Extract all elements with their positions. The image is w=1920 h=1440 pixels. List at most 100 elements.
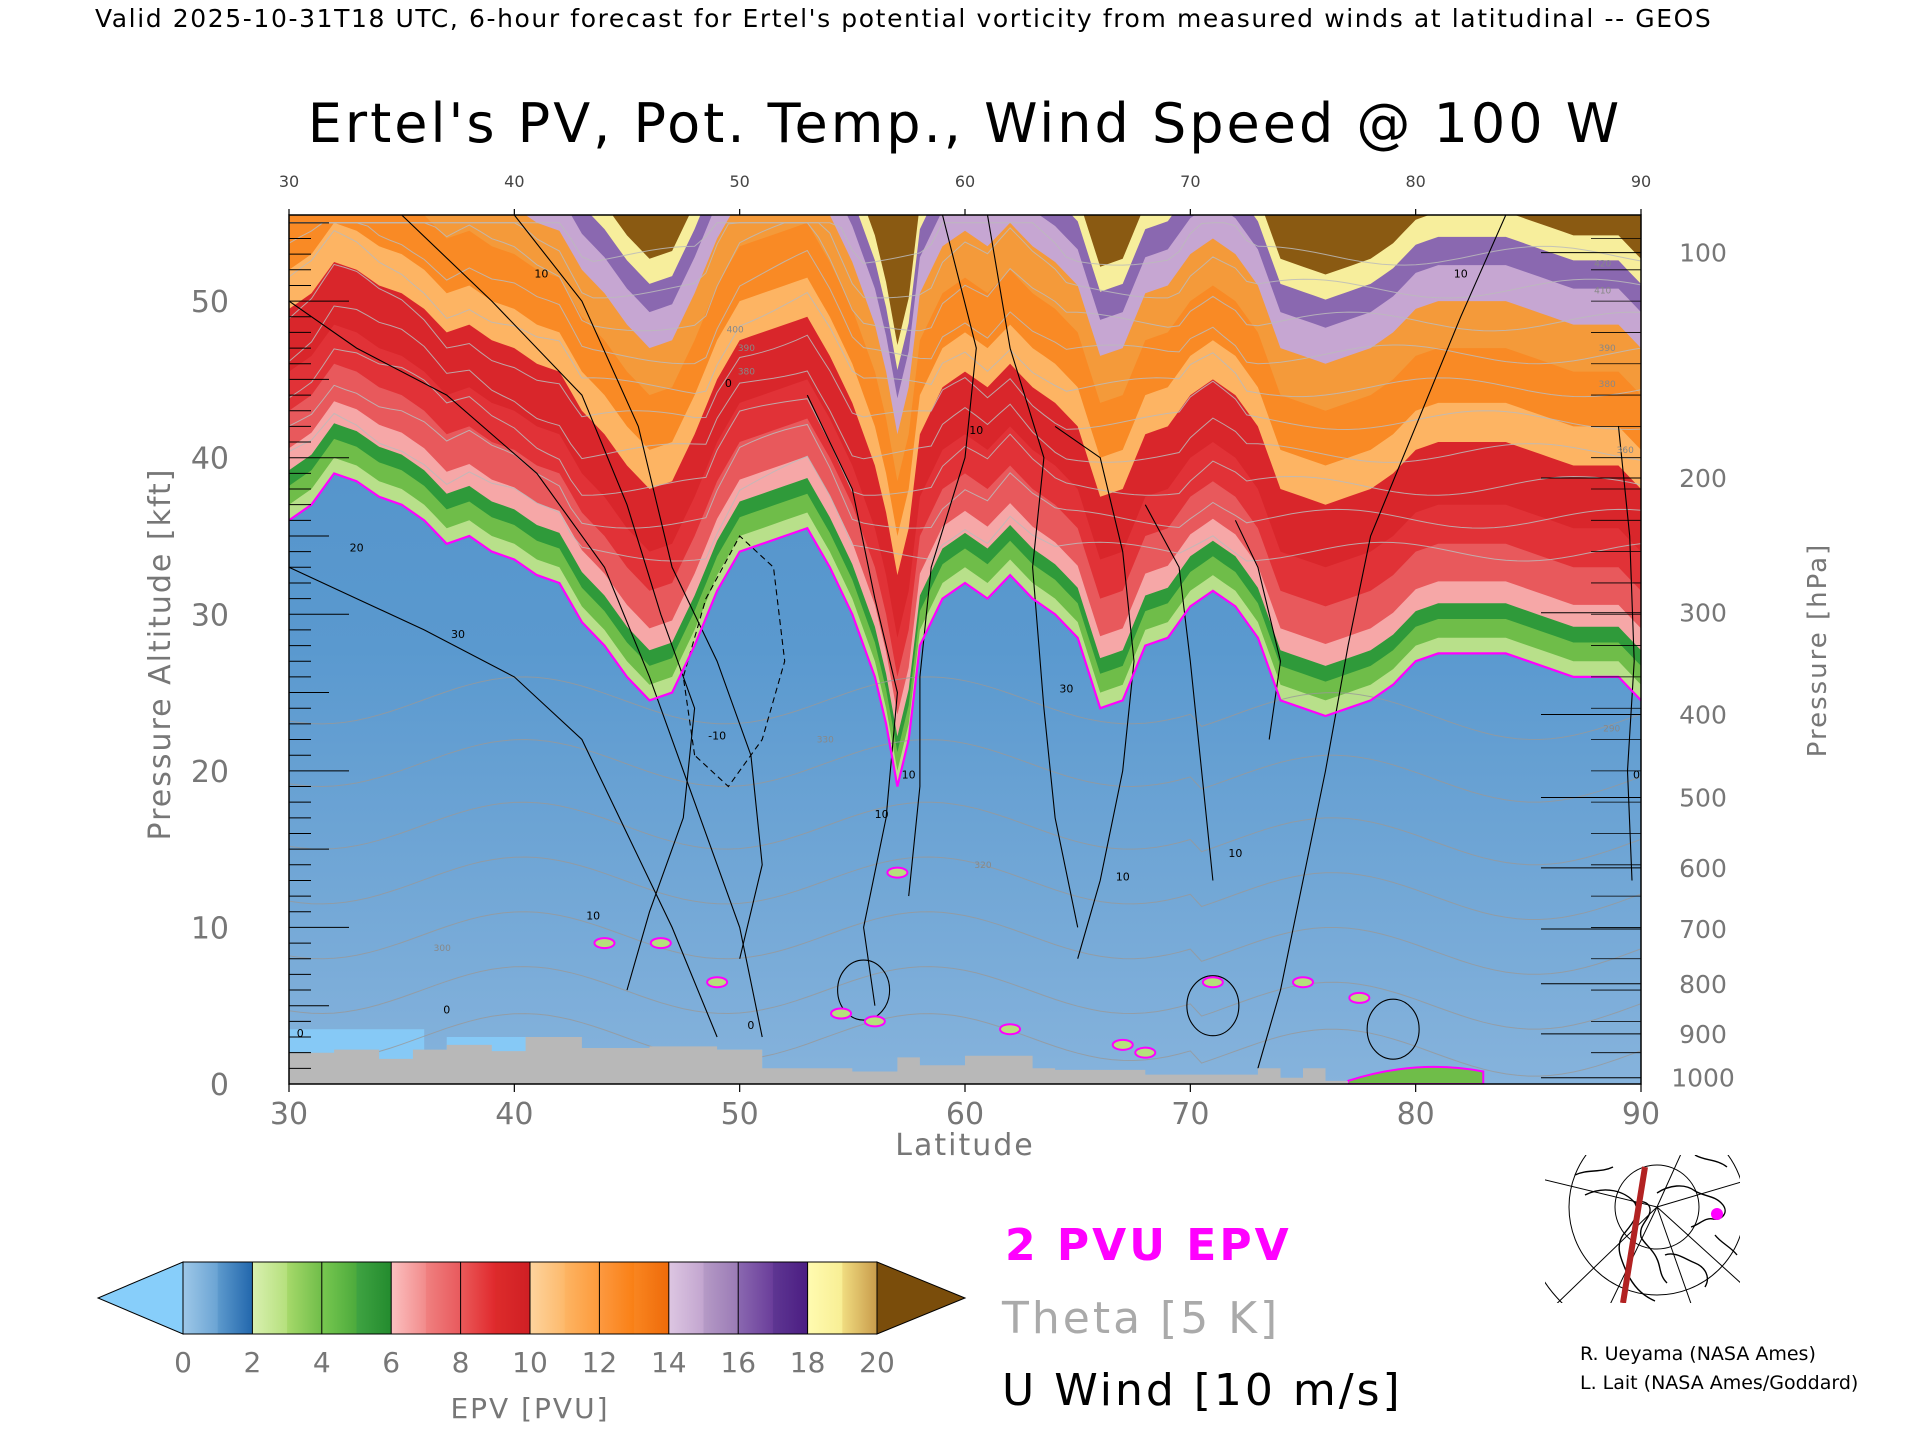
pressure-tick-label: 300 <box>1679 599 1727 628</box>
x-tick-label: 90 <box>1622 1097 1660 1132</box>
pv2-blob <box>999 1023 1022 1036</box>
uwind-contour <box>1186 975 1240 1037</box>
inset-meridian <box>1656 1181 1740 1208</box>
theta-contour <box>289 222 1641 332</box>
colorbar-label: EPV [PVU] <box>450 1392 609 1425</box>
credit-line-1: R. Ueyama (NASA Ames) <box>1580 1343 1816 1365</box>
pv2-blob <box>886 866 909 879</box>
contour-labels: 10 0 20 30 -10 10 10 30 10 10 10 10 10 0 0 0 0 400 390 380 4… <box>297 260 1640 1040</box>
colorbar-tick-label: 16 <box>720 1346 756 1379</box>
uwind-contour-label: 10 <box>1454 268 1468 281</box>
x-tick-label-top: 50 <box>729 172 749 191</box>
epv-band <box>612 215 1641 345</box>
header-text: Valid 2025-10-31T18 UTC, 6-hour forecast… <box>95 4 1713 33</box>
uwind-contour <box>1257 215 1507 1069</box>
x-tick-label-top: 60 <box>955 172 975 191</box>
y-axis-right-label: Pressure [hPa] <box>1803 543 1833 758</box>
theta-contour-label: 360 <box>1617 446 1634 456</box>
theta-contour-label: 300 <box>434 944 451 954</box>
uwind-contour-label: 10 <box>902 769 916 782</box>
uwind-contour-label: 10 <box>875 808 889 821</box>
x-tick-label-top: 80 <box>1405 172 1425 191</box>
inset-map <box>1545 1155 1740 1303</box>
theta-contour <box>289 412 1641 562</box>
x-tick-label-top: 30 <box>279 172 299 191</box>
colorbar-bin <box>460 1262 496 1334</box>
colorbar-bin <box>425 1262 462 1334</box>
axes: 3030404050506060707080809090010203040501… <box>191 172 1735 1132</box>
colorbar-bin <box>634 1262 670 1334</box>
pv2-blob <box>706 976 729 989</box>
theta-contour <box>289 229 1641 398</box>
uwind-contour-label: 30 <box>1059 683 1073 696</box>
uwind-contour-label: 10 <box>1228 847 1242 860</box>
x-tick-label: 70 <box>1171 1097 1209 1132</box>
uwind-contour-label: 0 <box>1633 769 1640 782</box>
colorbar-tick-label: 6 <box>382 1346 400 1379</box>
uwind-contour-label: 0 <box>297 1027 304 1040</box>
inset-marker <box>1711 1208 1723 1220</box>
colorbar-over-arrow <box>876 1261 967 1335</box>
x-tick-label-top: 90 <box>1631 172 1651 191</box>
terrain-fill <box>289 1037 1349 1084</box>
theta-contour <box>289 348 1641 496</box>
colorbar-tick-label: 2 <box>243 1346 261 1379</box>
theta-contour <box>289 263 1641 431</box>
uwind-contour <box>513 215 763 959</box>
colorbar-bin <box>564 1262 600 1334</box>
uwind-contour-label: 10 <box>1116 870 1130 883</box>
colorbar-tick-label: 0 <box>174 1346 192 1379</box>
colorbar-bin <box>530 1262 566 1334</box>
uwind-contour-label: 0 <box>725 377 732 390</box>
plot-area: 10 0 20 30 -10 10 10 30 10 10 10 10 10 0 0 0 0 400 390 380 4… <box>288 214 1642 1085</box>
x-tick-label: 40 <box>495 1097 533 1132</box>
uwind-contour <box>1234 520 1282 740</box>
uwind-contour <box>1054 425 1135 959</box>
uwind-contour <box>908 215 977 897</box>
pressure-tick-label: 900 <box>1679 1020 1727 1049</box>
colorbar-bin <box>807 1262 843 1334</box>
inset-latitude-ring <box>1568 1155 1740 1296</box>
theta-contour-label: 330 <box>817 736 834 746</box>
pressure-tick-label: 600 <box>1679 854 1727 883</box>
pv2-contour <box>289 472 1641 1084</box>
colorbar-bin <box>391 1262 427 1334</box>
uwind-contour-label: 20 <box>350 542 364 555</box>
theta-contour <box>289 222 1641 266</box>
epv-band <box>590 215 1641 370</box>
theta-contour <box>289 222 1641 365</box>
colorbar-bin <box>321 1262 357 1334</box>
theta-contour <box>289 856 1641 920</box>
inset-meridian <box>1545 1179 1658 1208</box>
pv2-surface-blob <box>1347 1065 1485 1084</box>
colorbar-tick-label: 20 <box>859 1346 895 1379</box>
uwind-contour-label: 0 <box>747 1019 754 1032</box>
legend-theta: Theta [5 K] <box>1001 1293 1280 1344</box>
x-tick-label-top: 70 <box>1180 172 1200 191</box>
uwind-contour <box>1144 504 1214 881</box>
pressure-tick-label: 100 <box>1679 239 1727 268</box>
colorbar-bin <box>356 1262 392 1334</box>
inset-latitude-ring <box>1614 1164 1700 1250</box>
y-tick-label: 10 <box>191 911 229 946</box>
theta-contour-label: 380 <box>738 368 755 378</box>
theta-contour-label: 420 <box>1594 260 1611 270</box>
uwind-contour-label: 10 <box>534 268 548 281</box>
pv2-blob <box>649 937 672 950</box>
colorbar-bin <box>183 1262 219 1334</box>
uwind-contour-label: 10 <box>969 424 983 437</box>
y-tick-label: 30 <box>191 598 229 633</box>
x-tick-label: 30 <box>270 1097 308 1132</box>
pv2-blob <box>1134 1046 1157 1059</box>
pressure-tick-label: 200 <box>1679 464 1727 493</box>
chart-title: Ertel's PV, Pot. Temp., Wind Speed @ 100… <box>308 92 1622 155</box>
pv2-blob <box>593 937 616 950</box>
theta-contour <box>289 801 1641 866</box>
theta-contour-label: 290 <box>1603 725 1620 735</box>
pv2-blob <box>1201 976 1224 989</box>
y-tick-label: 50 <box>191 285 229 320</box>
inset-cross-section <box>1620 1166 1648 1303</box>
colorbar-tick-label: 4 <box>313 1346 331 1379</box>
epv-colorbar: 0 2 4 6 8 10 12 14 16 18 20 <box>96 1261 967 1379</box>
colorbar-bin <box>599 1262 635 1334</box>
